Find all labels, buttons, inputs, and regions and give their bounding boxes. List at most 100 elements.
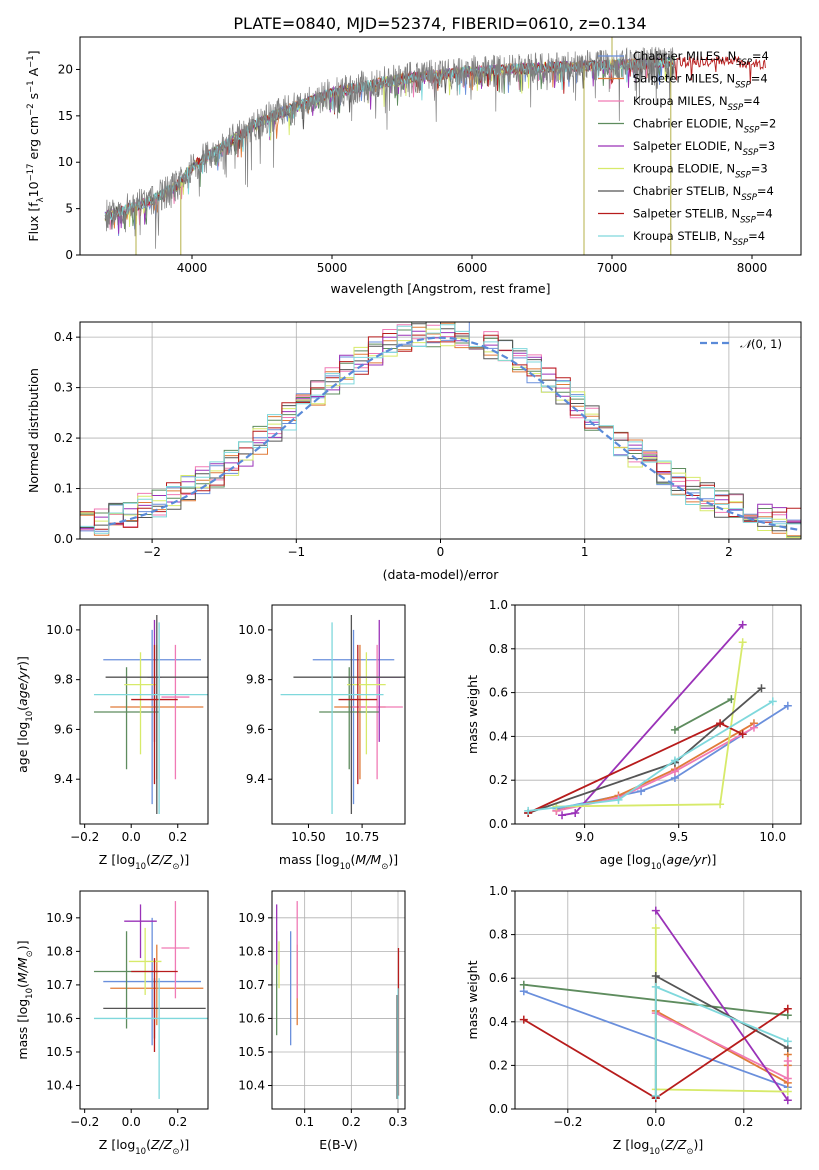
residual-histogram: [80, 333, 801, 530]
legend-entry: 𝒩(0, 1): [740, 337, 782, 351]
x-tick-label: −1: [287, 545, 305, 559]
plot-area: [93, 901, 208, 1099]
y-tick-label: 9.6: [246, 722, 265, 736]
axes-frame: [514, 604, 802, 825]
y-tick-label: 10.6: [46, 1011, 73, 1025]
y-axis-label: age [log10(age/yr)]: [15, 656, 35, 773]
massweight-marker: [524, 806, 533, 815]
massweight-marker: [651, 1091, 660, 1100]
x-axis-label: Z [log10(Z/Z⊙)]: [613, 1137, 703, 1157]
massweight-marker: [768, 697, 777, 706]
panel-mass_vs_ebv: 0.1 0.2 0.3 10.4 10.5 10.6 10.7 10.8 10.9 E(B-V): [238, 890, 408, 1152]
y-tick-label: 0.1: [54, 482, 73, 496]
normal-curve: [108, 336, 801, 532]
axes-frame: [271, 604, 406, 825]
massweight-line: [556, 704, 789, 810]
massweight-marker: [651, 982, 660, 991]
massweight-marker: [519, 980, 528, 989]
y-tick-label: 0.4: [489, 1015, 508, 1029]
y-tick-label: 10.6: [238, 1011, 265, 1025]
x-tick-label: 10.0: [759, 830, 786, 844]
x-axis-label: age [log10(age/yr)]: [600, 852, 717, 872]
massweight-marker: [637, 787, 646, 796]
massweight-marker: [670, 767, 679, 776]
y-tick-label: 10.8: [46, 944, 73, 958]
legend-entry: Chabrier MILES, NSSP=4: [633, 49, 769, 68]
plot-area: [519, 906, 792, 1105]
legend-entry: Salpeter STELIB, NSSP=4: [633, 207, 773, 226]
residual-histogram: [80, 324, 801, 534]
legend-entry: Kroupa STELIB, NSSP=4: [633, 229, 765, 248]
massweight-marker: [651, 924, 660, 933]
y-tick-label: 10.7: [46, 978, 73, 992]
x-axis-label: Z [log10(Z/Z⊙)]: [99, 1137, 189, 1157]
plot-area: [276, 901, 400, 1099]
axes-frame: [271, 890, 406, 1110]
panel-residuals: −2 −1 0 1 2 0.0 0.1 0.2 0.3 0.4 𝒩(0, 1) (data-model…: [26, 321, 802, 582]
legend-entry: Chabrier ELODIE, NSSP=2: [633, 117, 776, 136]
y-tick-label: 15: [58, 109, 73, 123]
x-tick-label: 0: [437, 545, 445, 559]
x-tick-label: −0.2: [553, 1115, 582, 1129]
x-tick-label: 0.2: [168, 1115, 187, 1129]
y-tick-label: 10.5: [46, 1045, 73, 1059]
y-tick-label: 0.4: [54, 330, 73, 344]
panel-mass_vs_Z: −0.2 0.0 0.2 10.4 10.5 10.6 10.7 10.8 10.9 Z [log…: [15, 890, 209, 1157]
y-tick-label: 10.9: [238, 911, 265, 925]
y-tick-label: 0.0: [489, 1102, 508, 1116]
x-tick-label: 2: [725, 545, 733, 559]
plot-area: [93, 614, 208, 815]
x-tick-label: −0.2: [70, 830, 99, 844]
x-axis-label: Z [log10(Z/Z⊙)]: [99, 852, 189, 872]
x-tick-label: 0.3: [388, 1115, 407, 1129]
y-tick-label: 10.8: [238, 944, 265, 958]
legend: Chabrier MILES, NSSP=4 Salpeter MILES, NS…: [598, 49, 776, 248]
x-tick-label: 0.2: [168, 830, 187, 844]
y-tick-label: 0.2: [54, 431, 73, 445]
y-tick-label: 9.8: [246, 673, 265, 687]
axes-frame: [79, 604, 209, 825]
legend: 𝒩(0, 1): [700, 337, 782, 351]
x-tick-label: −2: [143, 545, 161, 559]
x-tick-label: 0.0: [122, 1115, 141, 1129]
massweight-marker: [749, 723, 758, 732]
y-axis-label: mass weight: [465, 675, 480, 754]
y-tick-label: 10.7: [238, 978, 265, 992]
massweight-marker: [651, 906, 660, 915]
y-tick-label: 0.8: [489, 928, 508, 942]
y-tick-label: 1.0: [489, 598, 508, 612]
massweight-line: [655, 910, 789, 1101]
observed-spectrum: [104, 46, 676, 249]
x-tick-label: 10.50: [291, 830, 325, 844]
axes-frame: [514, 890, 802, 1110]
plot-area: [80, 322, 801, 539]
y-tick-label: 10.0: [46, 623, 73, 637]
massweight-marker: [670, 756, 679, 765]
y-tick-label: 0.2: [489, 773, 508, 787]
y-tick-label: 0.0: [489, 817, 508, 831]
y-tick-label: 9.8: [54, 673, 73, 687]
x-tick-label: 1: [581, 545, 589, 559]
panel-spectrum: 4000 5000 6000 7000 8000 0 5 10 15 20 wavelength […: [26, 36, 802, 296]
massweight-line: [674, 698, 732, 731]
massweight-marker: [670, 725, 679, 734]
x-axis-label: mass [log10(M/M⊙)]: [279, 852, 398, 872]
y-tick-label: 0: [65, 248, 73, 262]
y-tick-label: 10.0: [238, 623, 265, 637]
plot-area: [280, 614, 405, 815]
x-tick-label: 4000: [177, 261, 208, 275]
panel-massweight_vs_Z: −0.2 0.0 0.2 0.0 0.2 0.4 0.6 0.8 1.0 Z [log10(Z/Z…: [465, 884, 802, 1157]
massweight-marker: [783, 1074, 792, 1083]
y-tick-label: 10: [58, 155, 73, 169]
massweight-marker: [738, 638, 747, 647]
plot-area: [104, 37, 766, 255]
x-tick-label: 0.2: [734, 1115, 753, 1129]
massweight-marker: [783, 1037, 792, 1046]
x-tick-label: 7000: [597, 261, 628, 275]
massweight-marker: [614, 795, 623, 804]
y-tick-label: 0.2: [489, 1058, 508, 1072]
y-axis-label: Normed distribution: [26, 368, 41, 493]
x-tick-label: 0.1: [295, 1115, 314, 1129]
legend-entry: Salpeter MILES, NSSP=4: [633, 72, 768, 91]
